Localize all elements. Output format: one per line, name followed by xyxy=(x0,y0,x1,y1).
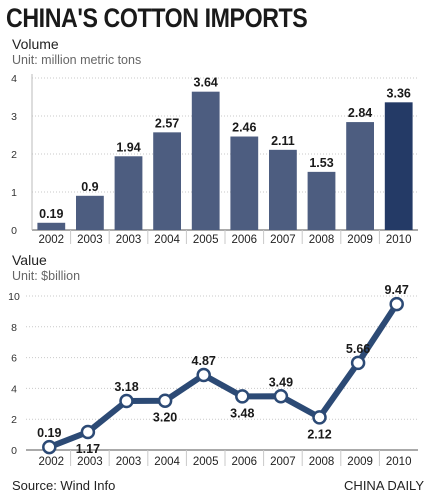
volume-x-tick: 2009 xyxy=(347,234,373,246)
value-y-tick: 6 xyxy=(11,353,17,365)
value-data-label: 4.87 xyxy=(192,354,216,368)
value-point xyxy=(119,393,134,409)
value-data-label: 3.20 xyxy=(153,411,177,425)
volume-data-label: 2.11 xyxy=(271,134,295,148)
value-x-tick: 2006 xyxy=(232,456,258,468)
volume-x-tick: 2003 xyxy=(116,234,142,246)
volume-x-tick: 2006 xyxy=(232,234,258,246)
volume-bar xyxy=(76,195,104,230)
value-section-title: Value xyxy=(12,252,47,268)
value-data-label: 5.66 xyxy=(346,342,370,356)
volume-y-tick: 3 xyxy=(11,111,17,123)
value-x-tick: 2003 xyxy=(116,456,142,468)
value-y-tick: 4 xyxy=(11,383,17,395)
value-point xyxy=(235,389,250,404)
volume-bar xyxy=(307,171,336,230)
volume-data-label: 2.57 xyxy=(155,116,179,130)
volume-data-label: 1.53 xyxy=(309,156,333,170)
volume-bar xyxy=(384,102,413,230)
value-x-tick: 2007 xyxy=(270,456,296,468)
value-data-label: 1.17 xyxy=(76,442,100,456)
value-point xyxy=(196,367,211,383)
value-point xyxy=(312,410,327,425)
volume-y-tick: 2 xyxy=(11,149,17,161)
volume-x-tick: 2003 xyxy=(77,234,103,246)
source-note: Source: Wind Info xyxy=(12,478,116,493)
volume-section-title: Volume xyxy=(12,36,59,52)
value-y-tick: 0 xyxy=(11,445,17,457)
value-x-tick: 2009 xyxy=(347,456,373,468)
volume-bar xyxy=(346,122,374,230)
value-point xyxy=(350,355,366,371)
volume-bar xyxy=(153,132,181,230)
volume-data-label: 2.84 xyxy=(348,106,372,120)
volume-y-tick: 0 xyxy=(11,225,17,237)
volume-x-tick: 2010 xyxy=(386,234,412,246)
value-x-tick: 2003 xyxy=(77,456,103,468)
volume-data-label: 3.36 xyxy=(387,86,411,100)
value-data-label: 9.47 xyxy=(385,283,409,297)
volume-bar xyxy=(37,222,66,230)
credit-label: CHINA DAILY xyxy=(344,478,424,493)
value-y-tick: 2 xyxy=(11,414,17,426)
value-x-tick: 2005 xyxy=(193,456,219,468)
volume-data-label: 3.64 xyxy=(194,76,218,90)
volume-x-tick: 2005 xyxy=(193,234,219,246)
volume-x-tick: 2007 xyxy=(270,234,296,246)
value-x-tick: 2002 xyxy=(39,456,65,468)
value-point xyxy=(273,389,289,404)
value-y-tick: 10 xyxy=(8,291,20,303)
value-data-label: 0.19 xyxy=(37,426,61,440)
volume-data-label: 1.94 xyxy=(116,140,140,154)
value-series-line xyxy=(46,301,400,451)
value-unit-label: Unit: $billion xyxy=(12,269,81,283)
volume-data-label: 2.46 xyxy=(232,121,256,135)
volume-y-tick: 4 xyxy=(11,73,17,85)
volume-x-tick: 2008 xyxy=(309,234,335,246)
value-point xyxy=(157,393,173,408)
value-data-label: 3.49 xyxy=(269,375,293,389)
value-x-tick: 2008 xyxy=(309,456,335,468)
value-point xyxy=(389,296,404,312)
value-data-label: 3.18 xyxy=(114,380,138,394)
volume-data-label: 0.19 xyxy=(39,207,63,221)
value-point xyxy=(80,424,96,440)
volume-data-label: 0.9 xyxy=(81,180,98,194)
volume-x-tick: 2002 xyxy=(39,234,65,246)
value-x-tick: 2004 xyxy=(154,456,180,468)
value-y-tick: 8 xyxy=(11,322,17,334)
volume-bar xyxy=(230,136,259,230)
value-point xyxy=(42,439,57,455)
volume-x-tick: 2004 xyxy=(154,234,180,246)
value-data-label: 3.48 xyxy=(230,406,254,420)
volume-y-tick: 1 xyxy=(11,187,17,199)
volume-bar xyxy=(114,156,143,230)
volume-unit-label: Unit: million metric tons xyxy=(12,53,142,67)
chart-title: CHINA'S COTTON IMPORTS xyxy=(6,3,308,33)
volume-bar xyxy=(269,149,297,230)
value-data-label: 2.12 xyxy=(307,427,331,441)
volume-bar xyxy=(191,91,220,231)
value-x-tick: 2010 xyxy=(386,456,412,468)
